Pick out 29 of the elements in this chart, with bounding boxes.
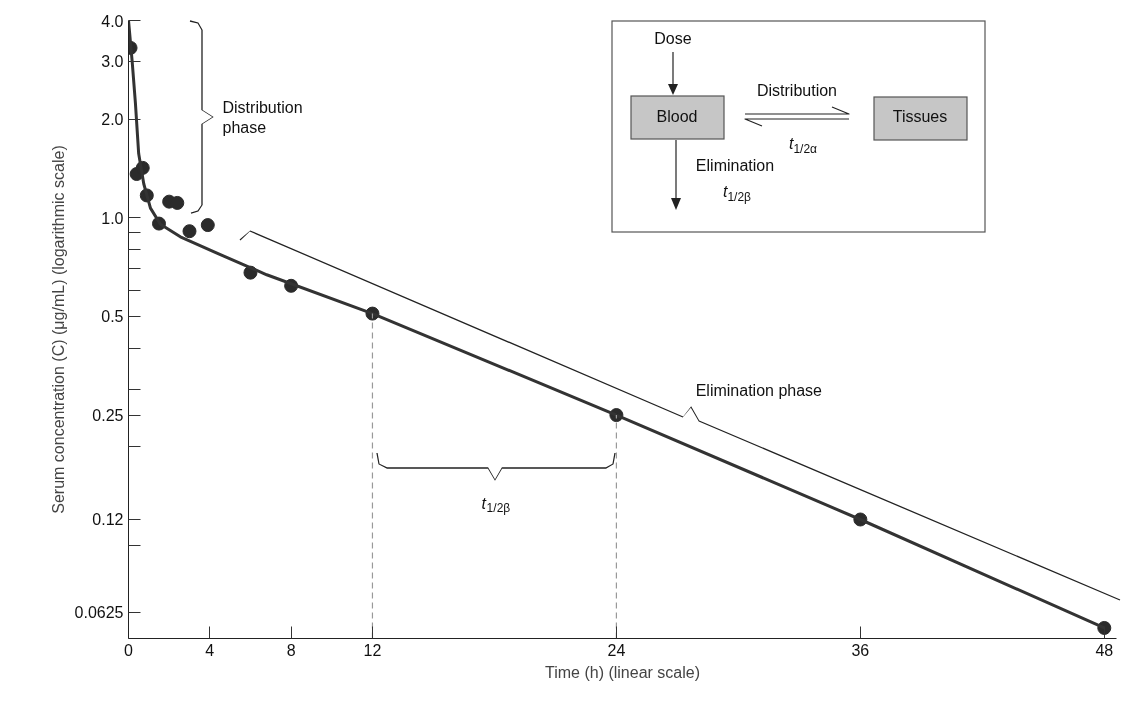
annotation: Elimination phase	[695, 382, 823, 399]
annotation: Distribution	[756, 82, 838, 100]
point	[182, 224, 197, 239]
x-tick-label: 8	[286, 641, 296, 659]
point	[200, 218, 215, 233]
y-tick-label: 0.0625	[74, 604, 124, 622]
y-tick-label: 1.0	[101, 209, 124, 227]
annotation: Elimination	[695, 157, 775, 175]
x-tick-label: 48	[1095, 641, 1114, 659]
y-tick-label: 0.25	[92, 407, 124, 425]
x-tick-label: 24	[607, 641, 626, 659]
x-axis-title: Time (h) (linear scale)	[545, 663, 700, 681]
y-tick-label: 2.0	[101, 111, 124, 129]
x-tick-label: 0	[124, 641, 134, 659]
annotation: Distribution phase	[222, 99, 303, 136]
x-tick-label: 4	[205, 641, 215, 659]
annotation: t$_{1/2α}$	[788, 135, 818, 157]
x-tick-label: 36	[851, 641, 870, 659]
annotation: Blood	[656, 108, 698, 126]
annotation: t$_{1/2β}$	[722, 183, 752, 205]
annotation: Dose	[654, 30, 692, 48]
x-tick-label: 12	[363, 641, 382, 659]
y-tick-label: 0.5	[101, 308, 124, 326]
annotation: Tissues	[892, 108, 948, 126]
y-axis-title: Serum concentration (C) (μg/mL) (logarithmic scale)	[49, 145, 67, 514]
y-tick-label: 0.12	[92, 511, 124, 529]
y-tick-label: 3.0	[101, 53, 124, 71]
y-tick-label: 4.0	[101, 12, 124, 30]
point	[170, 195, 185, 210]
